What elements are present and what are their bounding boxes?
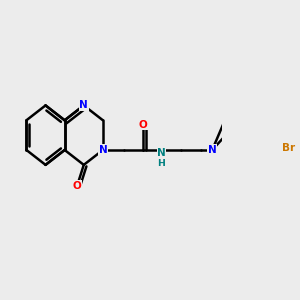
Text: N: N xyxy=(98,145,107,155)
Text: O: O xyxy=(138,120,147,130)
Text: Br: Br xyxy=(282,143,295,153)
Text: N: N xyxy=(208,145,217,155)
Text: N: N xyxy=(157,148,166,158)
Text: H: H xyxy=(158,159,165,168)
Text: O: O xyxy=(73,181,82,191)
Text: N: N xyxy=(80,100,88,110)
